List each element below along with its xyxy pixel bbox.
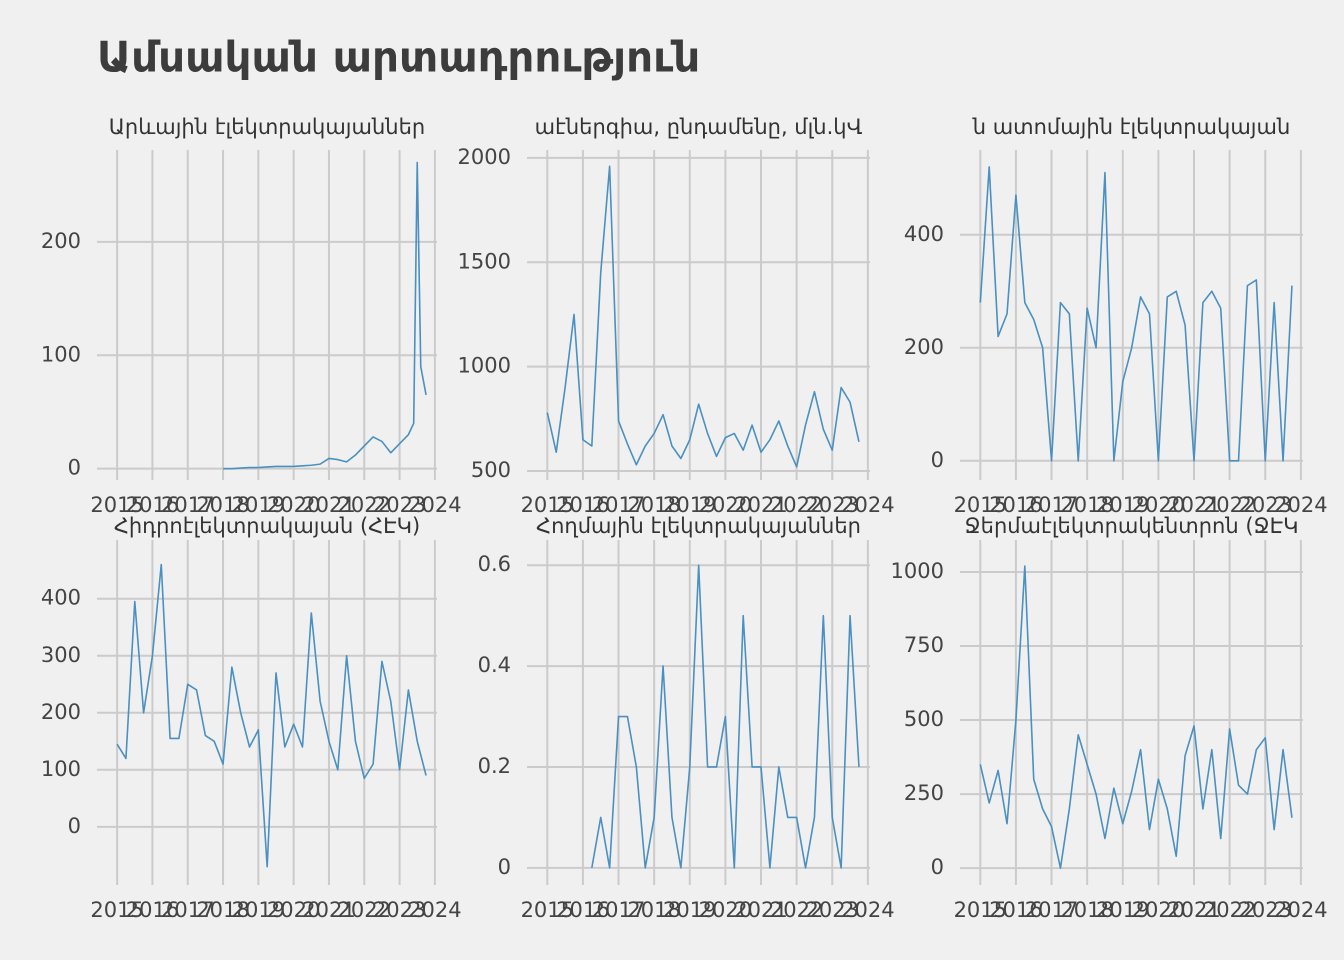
x-tick-label: 2023 — [1239, 493, 1292, 517]
y-tick-label: 0.4 — [478, 653, 511, 677]
facet-title: Ջերմաէլեկտրակենտրոն (ՋԷԿ — [965, 514, 1299, 538]
x-tick-label: 2022 — [770, 898, 823, 922]
y-tick-label: 300 — [41, 643, 81, 667]
chart-title: Ամսական արտադրություն — [97, 33, 700, 82]
y-tick-label: 400 — [41, 586, 81, 610]
facet-title: Հիդրոէլեկտրակայան (ՀԷԿ) — [114, 514, 420, 538]
y-tick-label: 200 — [41, 229, 81, 253]
x-tick-label: 2021 — [302, 898, 355, 922]
x-tick-label: 2024 — [841, 898, 894, 922]
x-tick-label: 2015 — [954, 493, 1007, 517]
x-tick-label: 2020 — [1132, 898, 1185, 922]
x-tick-label: 2016 — [126, 493, 179, 517]
y-tick-label: 2000 — [458, 145, 511, 169]
facet-title: Արևային էլեկտրակայաններ — [109, 115, 425, 139]
x-tick-label: 2018 — [1060, 493, 1113, 517]
y-tick-label: 0.2 — [478, 754, 511, 778]
x-tick-label: 2022 — [338, 493, 391, 517]
x-tick-label: 2016 — [989, 898, 1042, 922]
x-tick-label: 2024 — [1274, 898, 1327, 922]
facet-title: ն ատոմային էլեկտրակայան — [972, 115, 1291, 139]
y-tick-label: 200 — [41, 700, 81, 724]
x-tick-label: 2018 — [196, 898, 249, 922]
x-tick-label: 2022 — [770, 493, 823, 517]
y-tick-label: 0 — [931, 855, 944, 879]
y-tick-label: 0.6 — [478, 552, 511, 576]
x-tick-label: 2020 — [699, 493, 752, 517]
y-tick-label: 0 — [498, 855, 511, 879]
x-tick-label: 2017 — [592, 898, 645, 922]
x-tick-label: 2016 — [126, 898, 179, 922]
series-line — [116, 563, 427, 868]
x-tick-label: 2024 — [408, 493, 461, 517]
x-tick-label: 2015 — [954, 898, 1007, 922]
x-tick-label: 2018 — [1060, 898, 1113, 922]
x-tick-label: 2022 — [1203, 493, 1256, 517]
y-tick-label: 750 — [904, 633, 944, 657]
x-tick-label: 2019 — [1096, 493, 1149, 517]
facet-title: աէներգիա, ընդամենը, մլն.կՎ — [535, 115, 863, 139]
series-line — [979, 166, 1293, 462]
y-tick-label: 100 — [41, 757, 81, 781]
x-tick-label: 2016 — [556, 898, 609, 922]
x-tick-label: 2023 — [806, 493, 859, 517]
x-tick-label: 2023 — [1239, 898, 1292, 922]
facet-title: Հողմային էլեկտրակայաններ — [536, 514, 861, 538]
x-tick-label: 2016 — [989, 493, 1042, 517]
x-tick-label: 2021 — [1167, 898, 1220, 922]
x-tick-label: 2017 — [592, 493, 645, 517]
y-tick-label: 0 — [68, 456, 81, 480]
x-tick-label: 2015 — [90, 898, 143, 922]
x-tick-label: 2018 — [196, 493, 249, 517]
x-tick-label: 2021 — [1167, 493, 1220, 517]
y-tick-label: 100 — [41, 342, 81, 366]
x-tick-label: 2019 — [1096, 898, 1149, 922]
x-tick-label: 2017 — [1025, 898, 1078, 922]
x-tick-label: 2024 — [841, 493, 894, 517]
series-line — [591, 564, 860, 869]
x-tick-label: 2017 — [161, 898, 214, 922]
x-tick-label: 2015 — [90, 493, 143, 517]
x-tick-label: 2023 — [373, 493, 426, 517]
x-tick-label: 2015 — [521, 898, 574, 922]
x-tick-label: 2020 — [699, 898, 752, 922]
x-tick-label: 2018 — [627, 493, 680, 517]
series-line — [223, 161, 427, 470]
x-tick-label: 2021 — [734, 493, 787, 517]
x-tick-label: 2024 — [1274, 493, 1327, 517]
x-tick-label: 2017 — [1025, 493, 1078, 517]
x-tick-label: 2020 — [267, 898, 320, 922]
x-tick-label: 2019 — [663, 493, 716, 517]
y-tick-label: 500 — [904, 707, 944, 731]
x-tick-label: 2022 — [338, 898, 391, 922]
y-tick-label: 500 — [471, 458, 511, 482]
y-tick-label: 250 — [904, 781, 944, 805]
y-tick-label: 200 — [904, 335, 944, 359]
x-tick-label: 2023 — [806, 898, 859, 922]
y-tick-label: 1500 — [458, 249, 511, 273]
x-tick-label: 2019 — [232, 898, 285, 922]
x-tick-label: 2021 — [734, 898, 787, 922]
x-tick-label: 2019 — [663, 898, 716, 922]
x-tick-label: 2015 — [521, 493, 574, 517]
series-line — [546, 165, 860, 468]
x-tick-label: 2023 — [373, 898, 426, 922]
x-tick-label: 2017 — [161, 493, 214, 517]
y-tick-label: 0 — [931, 448, 944, 472]
x-tick-label: 2020 — [267, 493, 320, 517]
y-tick-label: 1000 — [891, 559, 944, 583]
y-tick-label: 400 — [904, 222, 944, 246]
x-tick-label: 2016 — [556, 493, 609, 517]
x-tick-label: 2021 — [302, 493, 355, 517]
y-tick-label: 0 — [68, 814, 81, 838]
x-tick-label: 2019 — [232, 493, 285, 517]
y-tick-label: 1000 — [458, 354, 511, 378]
series-line — [979, 565, 1293, 869]
x-tick-label: 2018 — [627, 898, 680, 922]
x-tick-label: 2022 — [1203, 898, 1256, 922]
x-tick-label: 2020 — [1132, 493, 1185, 517]
x-tick-label: 2024 — [408, 898, 461, 922]
